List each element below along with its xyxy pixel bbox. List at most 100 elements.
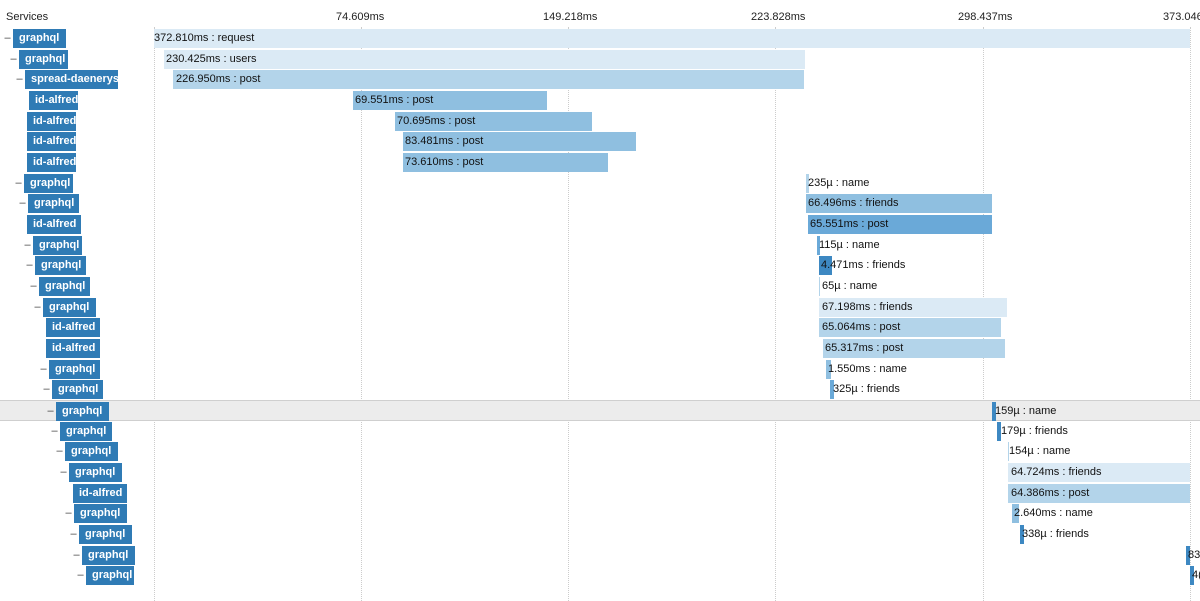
span-duration-bar[interactable]: [1186, 545, 1190, 565]
collapse-toggle-icon[interactable]: –: [77, 569, 84, 582]
service-name-badge[interactable]: graphql: [39, 276, 90, 296]
span-row[interactable]: id-alfred 70.695ms : post: [0, 111, 1200, 132]
span-duration-bar[interactable]: [992, 401, 996, 421]
span-row[interactable]: – graphql 67.198ms : friends: [0, 297, 1200, 318]
span-duration-bar[interactable]: [353, 90, 547, 110]
span-row[interactable]: – graphql 179µ : friends: [0, 421, 1200, 442]
service-name-badge[interactable]: graphql: [19, 49, 68, 69]
span-duration-bar[interactable]: [819, 318, 1001, 338]
span-duration-bar[interactable]: [1190, 566, 1194, 586]
service-name-badge[interactable]: graphql: [28, 194, 79, 214]
span-row[interactable]: – graphql 64.724ms : friends: [0, 462, 1200, 483]
span-duration-bar[interactable]: [1008, 483, 1190, 503]
service-name-badge[interactable]: graphql: [13, 29, 66, 48]
span-row[interactable]: id-alfred 65.064ms : post: [0, 317, 1200, 338]
span-row[interactable]: – graphql 338µ : friends: [0, 524, 1200, 545]
span-row[interactable]: id-alfred 83.481ms : post: [0, 131, 1200, 152]
service-name-badge[interactable]: id-alfred: [29, 90, 78, 110]
collapse-toggle-icon[interactable]: –: [16, 73, 23, 86]
span-duration-bar[interactable]: [1012, 504, 1019, 524]
service-name-badge[interactable]: graphql: [35, 256, 86, 276]
service-name-badge[interactable]: graphql: [56, 401, 109, 421]
span-duration-bar[interactable]: [164, 49, 805, 69]
span-row[interactable]: – graphql 230.425ms : users: [0, 49, 1200, 70]
span-row[interactable]: id-alfred 65.317ms : post: [0, 338, 1200, 359]
span-duration-bar[interactable]: [817, 235, 820, 255]
service-name-badge[interactable]: graphql: [86, 566, 134, 586]
collapse-toggle-icon[interactable]: –: [65, 507, 72, 520]
span-row[interactable]: – graphql 115µ : name: [0, 235, 1200, 256]
service-name-badge[interactable]: graphql: [82, 545, 135, 565]
span-row[interactable]: – graphql 154µ : name: [0, 441, 1200, 462]
service-name-badge[interactable]: graphql: [43, 297, 96, 317]
collapse-toggle-icon[interactable]: –: [70, 527, 77, 540]
span-duration-bar[interactable]: [823, 338, 1005, 358]
collapse-toggle-icon[interactable]: –: [34, 300, 41, 313]
service-name-badge[interactable]: graphql: [65, 442, 118, 462]
collapse-toggle-icon[interactable]: –: [26, 259, 33, 272]
span-duration-bar[interactable]: [819, 297, 1007, 317]
span-duration-bar[interactable]: [806, 173, 809, 193]
collapse-toggle-icon[interactable]: –: [10, 52, 17, 65]
service-name-badge[interactable]: graphql: [74, 504, 127, 524]
span-duration-bar[interactable]: [808, 214, 992, 234]
service-name-badge[interactable]: graphql: [60, 421, 112, 441]
span-duration-bar[interactable]: [819, 276, 820, 296]
span-duration-bar[interactable]: [403, 152, 608, 172]
span-duration-bar[interactable]: [173, 70, 804, 90]
span-row[interactable]: – graphql 66.496ms : friends: [0, 193, 1200, 214]
span-row[interactable]: – graphql 83: [0, 545, 1200, 566]
span-row[interactable]: – graphql 65µ : name: [0, 276, 1200, 297]
span-row[interactable]: – graphql 4.471ms : friends: [0, 255, 1200, 276]
span-duration-bar[interactable]: [1008, 442, 1009, 462]
span-duration-bar[interactable]: [997, 421, 1001, 441]
span-duration-bar[interactable]: [1020, 524, 1024, 544]
service-name-badge[interactable]: graphql: [52, 380, 103, 400]
service-name-badge[interactable]: id-alfred: [73, 483, 127, 503]
collapse-toggle-icon[interactable]: –: [56, 445, 63, 458]
service-name-badge[interactable]: id-alfred: [27, 111, 76, 131]
span-row[interactable]: – graphql 325µ : friends: [0, 379, 1200, 400]
collapse-toggle-icon[interactable]: –: [15, 176, 22, 189]
service-name-badge[interactable]: id-alfred: [27, 214, 81, 234]
collapse-toggle-icon[interactable]: –: [30, 279, 37, 292]
span-duration-bar[interactable]: [826, 359, 831, 379]
service-name-badge[interactable]: id-alfred: [46, 318, 100, 338]
span-duration-bar[interactable]: [395, 111, 592, 131]
span-duration-bar[interactable]: [403, 132, 636, 152]
span-row[interactable]: id-alfred 64.386ms : post: [0, 483, 1200, 504]
span-row[interactable]: – spread-daenerys 226.950ms : post: [0, 69, 1200, 90]
span-row[interactable]: id-alfred 65.551ms : post: [0, 214, 1200, 235]
span-row[interactable]: id-alfred 73.610ms : post: [0, 152, 1200, 173]
collapse-toggle-icon[interactable]: –: [19, 197, 26, 210]
service-name-badge[interactable]: graphql: [79, 524, 132, 544]
service-name-badge[interactable]: graphql: [69, 462, 122, 482]
collapse-toggle-icon[interactable]: –: [60, 465, 67, 478]
collapse-toggle-icon[interactable]: –: [4, 32, 11, 44]
collapse-toggle-icon[interactable]: –: [47, 404, 54, 417]
span-row[interactable]: – graphql 2.640ms : name: [0, 503, 1200, 524]
service-name-badge[interactable]: id-alfred: [46, 338, 100, 358]
span-row[interactable]: – graphql 372.810ms : request: [0, 28, 1200, 49]
collapse-toggle-icon[interactable]: –: [43, 383, 50, 396]
span-row[interactable]: id-alfred 69.551ms : post: [0, 90, 1200, 111]
collapse-toggle-icon[interactable]: –: [73, 548, 80, 561]
service-name-badge[interactable]: graphql: [33, 235, 82, 255]
collapse-toggle-icon[interactable]: –: [24, 238, 31, 251]
span-row[interactable]: – graphql 235µ : name: [0, 173, 1200, 194]
span-row[interactable]: – graphql 1.550ms : name: [0, 359, 1200, 380]
span-duration-bar[interactable]: [1008, 462, 1190, 482]
span-row-selected[interactable]: – graphql 159µ : name: [0, 399, 1200, 421]
span-duration-bar[interactable]: [819, 256, 832, 276]
span-duration-bar[interactable]: [830, 380, 834, 400]
service-name-badge[interactable]: graphql: [49, 359, 100, 379]
service-name-badge[interactable]: id-alfred: [27, 152, 76, 172]
span-duration-bar[interactable]: [806, 194, 992, 214]
service-name-badge[interactable]: id-alfred: [27, 132, 76, 152]
collapse-toggle-icon[interactable]: –: [40, 362, 47, 375]
collapse-toggle-icon[interactable]: –: [51, 424, 58, 437]
service-name-badge[interactable]: graphql: [24, 173, 73, 193]
service-name-badge[interactable]: spread-daenerys: [25, 70, 119, 90]
span-duration-bar[interactable]: [154, 29, 1190, 48]
